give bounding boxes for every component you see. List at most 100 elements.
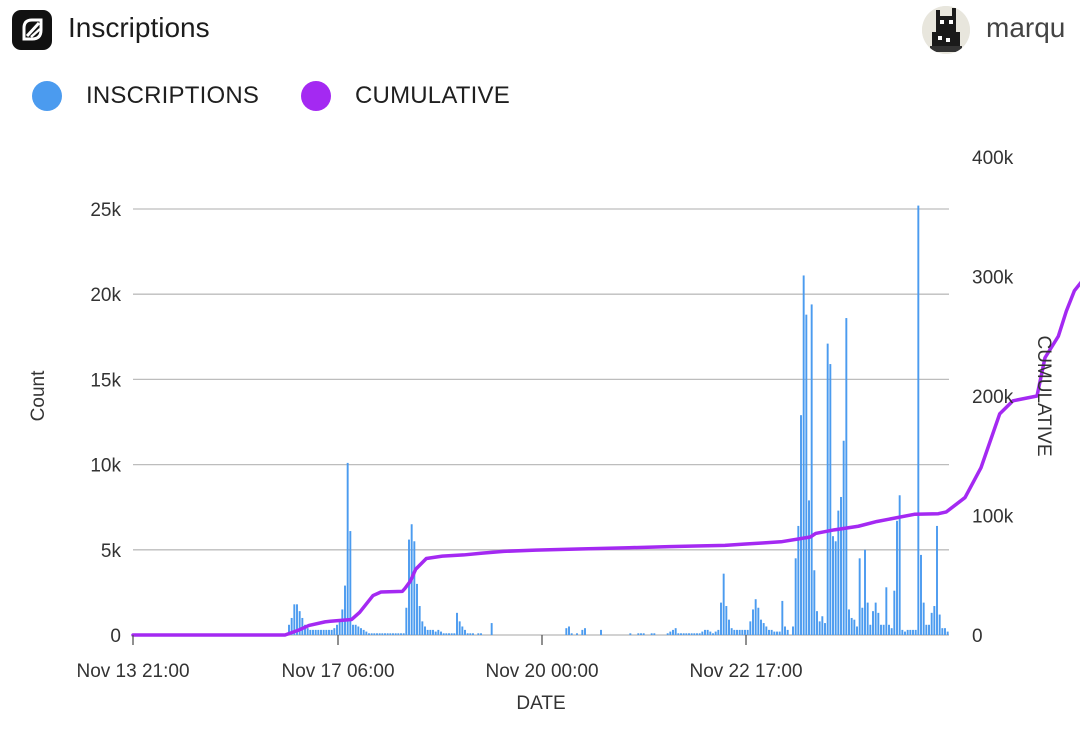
bar [808,500,810,635]
cumulative-line [131,280,1080,637]
bar [877,612,880,635]
bar [906,629,909,635]
legend-item-inscriptions[interactable]: INSCRIPTIONS [32,74,259,118]
legend-dot-inscriptions [32,81,62,111]
cumulative-series-line [131,280,1080,637]
bar [896,520,898,635]
bar [810,304,813,635]
bar [746,629,749,635]
bar [400,633,402,635]
legend-item-cumulative[interactable]: CUMULATIVE [301,74,510,118]
bar [834,541,837,635]
bar [397,633,400,635]
header: Inscriptions marqu [0,0,1080,64]
bar [890,628,893,635]
pixel-avatar-icon [922,6,970,54]
bar [704,629,706,635]
page-title: Inscriptions [68,12,210,43]
bar [309,629,312,635]
bar [301,617,304,635]
bar [568,626,570,635]
bar [752,609,754,635]
bar [322,629,325,635]
x-tick-label: Nov 22 17:00 [689,661,802,682]
bar [901,629,904,635]
bar [312,629,314,635]
bar [389,633,392,635]
bar [421,621,424,635]
bar [341,609,344,635]
bar [760,619,762,635]
bar [765,626,768,635]
bar [869,624,872,635]
bar [306,628,309,635]
bar [440,631,442,635]
bar [570,633,573,635]
bar [858,558,861,635]
bar [933,606,936,635]
x-tick-label: Nov 20 00:00 [485,661,598,682]
bar [450,633,453,635]
bar [298,611,301,635]
bar [344,585,346,635]
bar [861,607,864,635]
bar [880,624,882,635]
bar [722,573,725,635]
bar [373,633,376,635]
bar [293,604,296,635]
bar [434,631,437,635]
bar [826,343,829,635]
bar [288,624,290,635]
bar [893,590,896,635]
bar [837,510,840,635]
bar [813,570,816,635]
bar [629,633,632,635]
bar [802,275,805,635]
bar [456,612,458,635]
bar [944,628,946,635]
bar [378,633,381,635]
bar [677,633,680,635]
bar [698,633,701,635]
bar [888,624,890,635]
bar [784,626,786,635]
bar [432,629,434,635]
bar [330,629,333,635]
bar [853,619,856,635]
bar [669,631,672,635]
bar [741,629,744,635]
bar [472,633,474,635]
y2-tick-label: 400k [972,148,1014,169]
bar [381,633,384,635]
app-logo-icon[interactable] [12,10,52,50]
y2-axis-label: CUMULATIVE [1033,335,1054,456]
bar [354,624,357,635]
y2-tick-label: 200k [972,387,1014,408]
bar [696,633,698,635]
bar [392,633,394,635]
avatar[interactable] [922,6,970,54]
bar [920,554,922,635]
y-tick-label: 15k [90,370,121,391]
y-tick-label: 25k [90,200,121,221]
bar [464,629,466,635]
bar [770,629,773,635]
inscriptions-bars [288,205,949,635]
bar [749,621,752,635]
bar [821,616,824,635]
bar [797,525,800,635]
bar [442,633,445,635]
username[interactable]: marqu [986,12,1066,43]
bar [408,539,410,635]
bar [845,318,848,635]
bar [930,612,933,635]
bar [576,633,578,635]
bar [650,633,653,635]
bar [786,629,789,635]
bar [490,623,493,635]
bar [736,629,738,635]
bar [800,415,802,635]
bar [405,607,408,635]
bar [426,629,429,635]
legend-dot-cumulative [301,81,331,111]
